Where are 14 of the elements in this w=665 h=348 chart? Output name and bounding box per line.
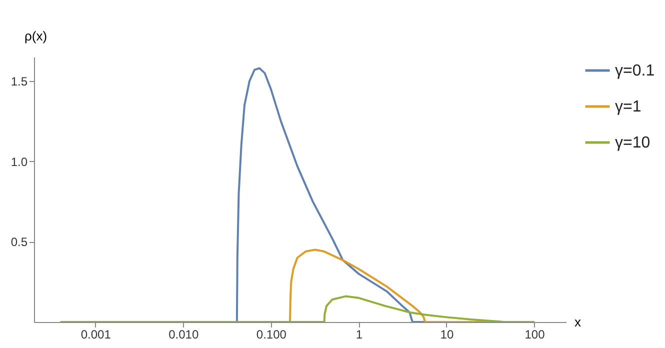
- legend-label: γ=0.1: [615, 62, 655, 80]
- x-tick-label: 100: [524, 328, 546, 342]
- x-tick-label: 0.010: [168, 328, 199, 342]
- legend-label: γ=1: [615, 98, 642, 116]
- x-tick-label: 1: [356, 328, 363, 342]
- x-tick-label: 0.001: [80, 328, 112, 342]
- legend-label: γ=10: [615, 134, 650, 152]
- x-tick-label: 0.100: [256, 328, 287, 342]
- y-tick-label: 0.5: [10, 235, 28, 250]
- x-tick-label: 10: [440, 328, 454, 342]
- y-tick-label: 1.5: [10, 74, 28, 89]
- x-axis-title: x: [574, 314, 582, 330]
- y-axis-title: ρ(x): [24, 28, 48, 44]
- y-tick-label: 1.0: [10, 154, 28, 169]
